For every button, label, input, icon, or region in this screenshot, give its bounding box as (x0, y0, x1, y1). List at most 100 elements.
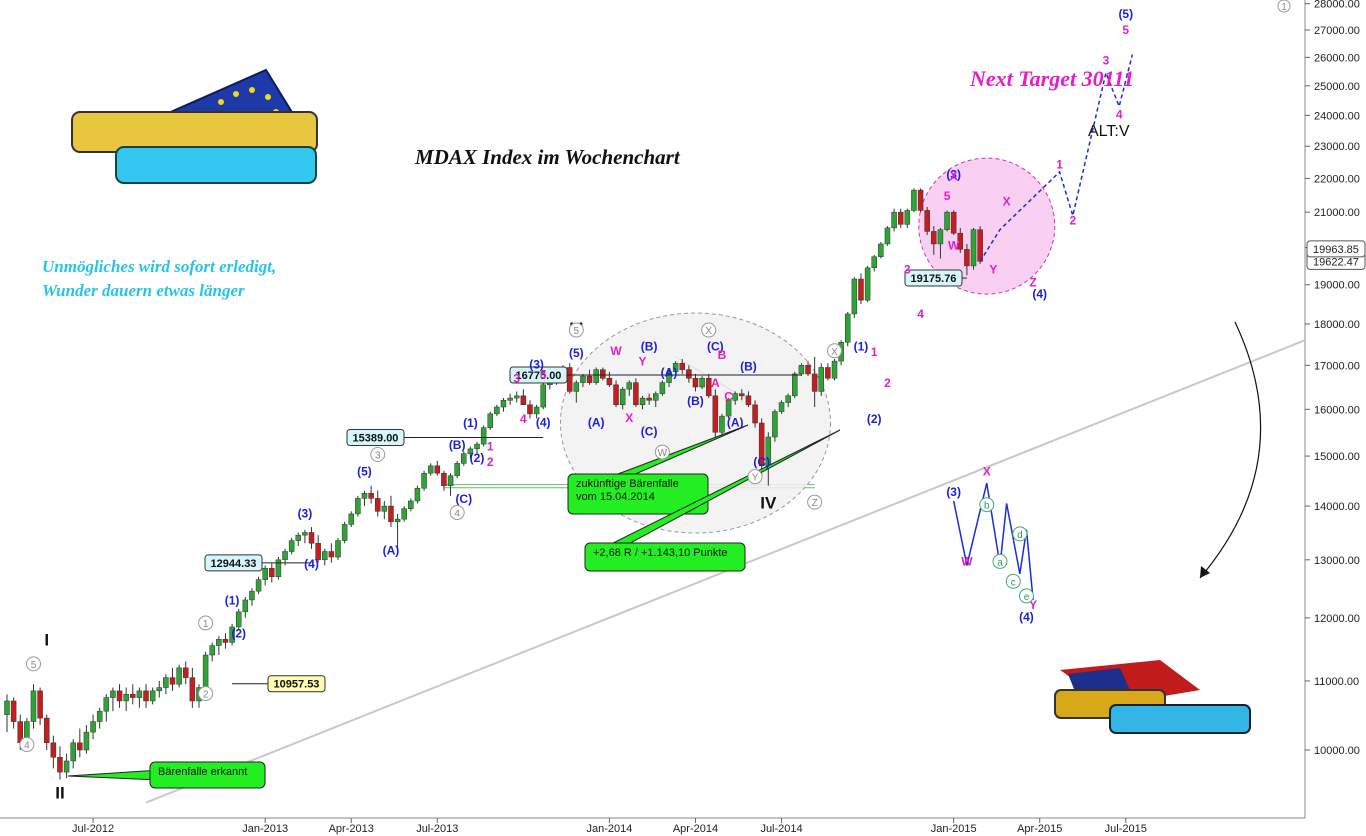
candle-body (494, 406, 500, 415)
candle-body (891, 211, 897, 229)
candle-body (341, 524, 348, 541)
level-box (267, 675, 326, 693)
candle (758, 418, 765, 479)
candle (189, 667, 196, 708)
candle (957, 227, 964, 254)
wave-label-minor: B (718, 348, 727, 362)
candle (792, 371, 798, 399)
candle (156, 680, 163, 698)
wave-label-cycle-text: 2 (203, 690, 209, 701)
level-marker: 16775.00 (509, 366, 802, 384)
candle (143, 684, 149, 708)
candle (57, 746, 63, 780)
candle-body (798, 365, 805, 375)
candle-body (811, 373, 818, 392)
candle-body (242, 599, 249, 613)
wave-label-intermediate: (5) (1118, 7, 1133, 21)
candle (646, 393, 652, 405)
candle-body (586, 375, 593, 383)
wave-label-intermediate: (2) (470, 451, 485, 465)
wave-label-subminuette: e (1018, 588, 1034, 604)
level-box (509, 366, 568, 384)
level-label: 16775.00 (516, 370, 562, 382)
candle (712, 389, 719, 438)
candle (103, 694, 110, 722)
candle (149, 687, 156, 705)
candle-body (394, 518, 401, 523)
candle-body (57, 757, 63, 773)
candle (83, 725, 90, 754)
candle-body (275, 559, 282, 577)
candle-body (772, 411, 778, 438)
wave-label-cycle: W (654, 444, 670, 460)
callout-text: zukünftige Bärenfalle (576, 478, 679, 490)
next-target-label: Next Target 30111 (970, 66, 1135, 91)
candle-body (229, 626, 235, 643)
candle (136, 687, 143, 708)
wave-label-intermediate: (4) (1032, 287, 1047, 301)
wave-label-intermediate: (A) (588, 416, 605, 430)
candle (374, 490, 381, 517)
candle-body (37, 690, 43, 719)
candle-body (288, 540, 295, 552)
wave-label-circle (1018, 588, 1034, 604)
wave-label-intermediate: (5) (357, 465, 372, 479)
candle-body (778, 402, 785, 412)
candle-body (374, 498, 381, 512)
candle-body (50, 742, 57, 758)
candle (77, 728, 83, 758)
y-tick-label: 16000.00 (1314, 404, 1360, 416)
candle (467, 446, 474, 459)
candle-body (388, 505, 394, 523)
wave-label-subminuette: d (1012, 526, 1028, 542)
candle (361, 490, 368, 507)
candle-body (600, 369, 606, 379)
candle (96, 707, 103, 729)
wave-label-intermediate: (B) (687, 394, 704, 408)
wave-label-minor: 4 (1116, 107, 1123, 121)
candle (288, 537, 295, 555)
candle-body (500, 400, 507, 408)
wave-label-intermediate: (4) (1019, 610, 1034, 624)
callout-text: Bärenfalle erkannt (158, 766, 247, 778)
wave-label-minor: 1 (1056, 158, 1063, 172)
alt-wave-label: ALT:V (1088, 123, 1130, 140)
wave-label-minor: 5 (540, 367, 547, 381)
y-tick-label: 24000.00 (1314, 110, 1360, 122)
wave-label-minor: 4 (520, 412, 527, 426)
candle-body (163, 677, 169, 688)
candle (659, 380, 666, 396)
candle-body (844, 313, 851, 343)
candle-body (368, 493, 374, 499)
candle (275, 557, 282, 580)
candle (461, 451, 467, 466)
candle (169, 667, 176, 691)
wave-label-intermediate: (4) (536, 416, 551, 430)
wave-label-intermediate: (C) (707, 340, 724, 354)
wave-label-minor: 3 (904, 262, 911, 276)
candle-body (315, 543, 321, 561)
wave-label-intermediate: (A) (383, 543, 400, 557)
wave-label-intermediate: (1) (225, 594, 240, 608)
candle (408, 498, 414, 512)
wave-label-primary: I (44, 631, 49, 650)
level-box (904, 269, 963, 287)
candle (4, 694, 10, 733)
candle (209, 642, 215, 662)
candle (255, 576, 262, 595)
candle-body (176, 667, 182, 685)
wave-label-intermediate: (A) (661, 366, 678, 380)
candle (348, 511, 354, 528)
candle-body (937, 229, 944, 245)
candle (851, 277, 858, 318)
candle (130, 684, 136, 705)
candle (427, 463, 434, 476)
candle (904, 208, 911, 228)
candle-body (447, 475, 454, 486)
candle-body (335, 540, 341, 558)
wave-label-minor: 5 (1122, 23, 1129, 37)
level-label: 10957.53 (274, 679, 320, 691)
wave-label-circle (198, 686, 214, 702)
candle (931, 226, 937, 255)
wave-label-primary: II (55, 784, 64, 803)
